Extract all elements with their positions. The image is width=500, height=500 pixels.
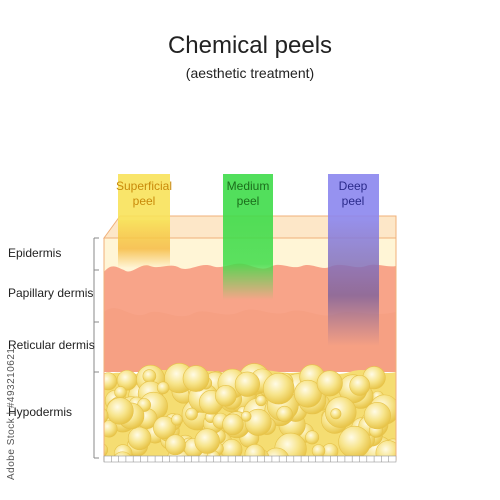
- fat-cell: [127, 426, 152, 451]
- reticular-dermis-layer: [104, 308, 396, 372]
- deep-peel-depth: [328, 220, 379, 346]
- epidermis-label: Epidermis: [8, 246, 62, 260]
- scale-ruler: [103, 455, 397, 463]
- fat-cell: [142, 369, 157, 383]
- fat-cell: [330, 408, 342, 420]
- fat-cell: [349, 375, 371, 396]
- fat-cell: [164, 434, 186, 456]
- fat-cell: [305, 430, 320, 445]
- fat-cell: [262, 372, 295, 405]
- fat-cell: [104, 408, 109, 424]
- hypodermis-label: Hypodermis: [8, 405, 73, 419]
- fat-cell: [240, 411, 252, 422]
- fat-cell: [104, 443, 109, 457]
- deep-peel-label-2: peel: [342, 194, 365, 208]
- medium-peel-label-2: peel: [237, 194, 260, 208]
- superficial-peel-label-2: peel: [133, 194, 156, 208]
- fat-cell: [234, 371, 260, 397]
- fat-cell: [194, 428, 220, 454]
- fat-cell: [316, 370, 343, 397]
- fat-cell: [114, 386, 127, 399]
- superficial-peel-depth: [118, 220, 170, 268]
- fat-cell: [185, 407, 198, 421]
- fat-cell: [156, 381, 170, 395]
- fat-cells: [104, 362, 396, 460]
- superficial-peel-label-1: Superficial: [116, 179, 172, 193]
- diagram-title: Chemical peels: [167, 32, 333, 59]
- fat-cell: [104, 372, 118, 391]
- fat-cell: [104, 420, 118, 438]
- fat-cell: [255, 394, 267, 407]
- medium-peel-depth: [223, 220, 273, 300]
- fat-cell: [153, 416, 177, 440]
- fat-cell: [338, 425, 371, 459]
- fat-cell: [244, 408, 272, 436]
- fat-cell: [375, 440, 396, 460]
- fat-cell: [222, 413, 244, 436]
- fat-cell: [171, 413, 183, 426]
- fat-cell: [215, 385, 237, 407]
- medium-peel-label-1: Medium: [227, 179, 270, 193]
- medium-peel-tab: [223, 174, 273, 220]
- deep-peel-label-1: Deep: [339, 179, 368, 193]
- reticular-dermis-label: Reticular dermis: [8, 338, 95, 352]
- superficial-peel-tab: [118, 174, 170, 220]
- fat-cell: [363, 401, 391, 430]
- fat-cell: [106, 397, 134, 425]
- fat-cell: [311, 444, 326, 458]
- stock-watermark: Adobe Stock | #493210621: [6, 347, 17, 480]
- diagram-subtitle: (aesthetic treatment): [185, 65, 315, 81]
- fat-cell: [276, 405, 293, 423]
- fat-cell: [182, 365, 210, 392]
- papillary-dermis-label: Papillary dermis: [8, 286, 94, 300]
- deep-peel-tab: [328, 174, 379, 220]
- fat-cell: [294, 379, 322, 408]
